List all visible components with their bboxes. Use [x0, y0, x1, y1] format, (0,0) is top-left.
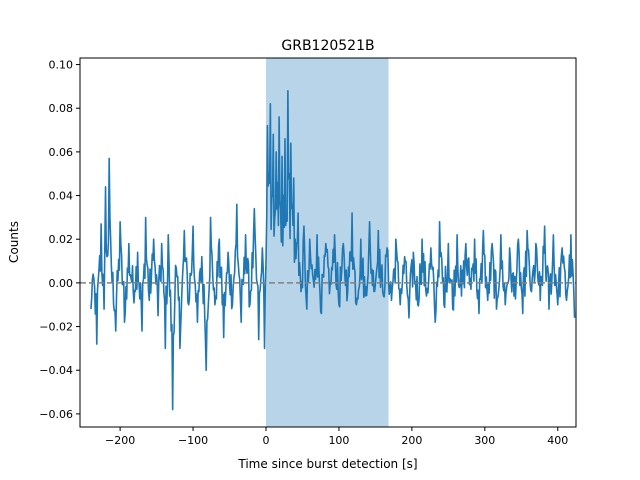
- y-tick-label: 0.02: [49, 233, 74, 246]
- x-tick-label: 200: [401, 434, 422, 447]
- x-tick-label: 300: [474, 434, 495, 447]
- y-axis: −0.06 −0.04 −0.02 0.00 0.02 0.04 0.06 0.08 0.10: [39, 59, 80, 421]
- x-axis-label: Time since burst detection [s]: [237, 457, 417, 471]
- x-tick-label: −100: [178, 434, 208, 447]
- y-tick-label: −0.02: [39, 321, 73, 334]
- chart-title: GRB120521B: [281, 38, 374, 54]
- x-axis: −200 −100 0 100 200 300 400: [105, 427, 568, 447]
- x-tick-label: 400: [547, 434, 568, 447]
- plot-area: [80, 58, 576, 427]
- x-tick-label: 100: [328, 434, 349, 447]
- y-tick-label: 0.00: [49, 277, 74, 290]
- y-tick-label: 0.10: [49, 59, 74, 72]
- axes-frame: [79, 57, 577, 428]
- y-tick-label: −0.06: [39, 408, 73, 421]
- counts-series-line: [90, 89, 576, 411]
- y-tick-label: 0.06: [49, 146, 74, 159]
- y-tick-label: −0.04: [39, 364, 73, 377]
- x-tick-label: 0: [263, 434, 270, 447]
- y-axis-label: Counts: [7, 221, 21, 263]
- y-tick-label: 0.08: [49, 102, 74, 115]
- burst-interval-span: [266, 58, 389, 427]
- y-tick-label: 0.04: [49, 190, 74, 203]
- x-tick-label: −200: [105, 434, 135, 447]
